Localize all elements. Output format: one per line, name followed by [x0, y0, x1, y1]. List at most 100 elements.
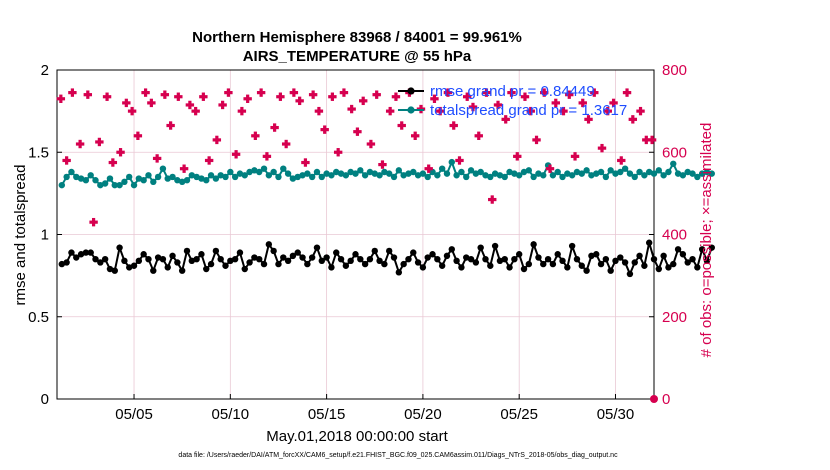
obs-assimilated-point	[127, 106, 137, 116]
rmse-point	[511, 255, 518, 263]
totalspread-point	[424, 173, 431, 181]
rmse-point	[227, 257, 234, 265]
rmse-point	[578, 262, 585, 269]
totalspread-point	[77, 175, 85, 182]
x-tick-label: 05/15	[308, 406, 346, 423]
totalspread-point	[140, 177, 147, 184]
totalspread-point	[597, 168, 605, 176]
rmse-point	[323, 254, 330, 261]
rmse-point	[203, 265, 210, 273]
rmse-point	[126, 264, 133, 271]
obs-assimilated-point	[224, 88, 233, 97]
totalspread-point	[496, 172, 504, 179]
right-axis-end-marker	[650, 395, 658, 403]
totalspread-point	[376, 172, 383, 179]
rmse-point	[472, 259, 480, 266]
x-axis-ticks: 05/05 05/10 05/15 05/20 05/25 05/30	[115, 394, 634, 423]
totalspread-point	[612, 170, 619, 177]
totalspread-point	[540, 172, 547, 179]
obs-assimilated-point	[603, 106, 612, 116]
rmse-point	[588, 252, 595, 260]
obs-assimilated-point	[622, 88, 632, 97]
obs-assimilated-point	[385, 106, 395, 116]
rmse-point	[381, 260, 388, 268]
obs-assimilated-point	[102, 92, 112, 101]
rmse-point	[689, 255, 696, 263]
totalspread-point	[593, 170, 600, 177]
totalspread-point	[289, 175, 297, 182]
obs-assimilated-point	[565, 90, 574, 99]
obs-assimilated-point	[152, 154, 162, 163]
rmse-point	[313, 244, 321, 251]
y-right-tick-label: 400	[662, 227, 687, 244]
obs-assimilated-point	[262, 152, 272, 161]
legend: rmse grand pr = 0.84449 totalspread grand…	[398, 83, 627, 119]
rmse-point	[593, 251, 600, 258]
y-right-tick-label: 800	[662, 62, 687, 79]
obs-assimilated-point	[609, 98, 618, 108]
totalspread-point	[684, 168, 691, 176]
obs-assimilated-point	[590, 88, 599, 97]
obs-assimilated-point	[308, 90, 318, 99]
obs-assimilated-point	[526, 106, 535, 116]
obs-assimilated-point	[540, 88, 549, 97]
rmse-point	[366, 255, 374, 263]
obs-assimilated-point	[204, 156, 214, 165]
y-right-tick-label: 600	[662, 144, 687, 161]
totalspread-point	[578, 170, 585, 177]
series-layer	[56, 88, 715, 278]
rmse-point	[178, 267, 186, 274]
obs-assimilated-point	[237, 106, 247, 116]
obs-assimilated-point	[391, 92, 401, 101]
totalspread-point	[482, 172, 489, 179]
x-tick-label: 05/10	[212, 406, 250, 423]
obs-assimilated-point	[642, 135, 651, 145]
rmse-point	[183, 247, 191, 255]
rmse-point	[429, 251, 436, 258]
totalspread-point	[708, 170, 715, 177]
obs-assimilated-point	[320, 125, 329, 134]
rmse-point	[241, 265, 248, 273]
rmse-point	[174, 259, 181, 266]
rmse-point	[568, 242, 576, 250]
y-right-tick-label: 0	[662, 391, 670, 408]
totalspread-point	[347, 168, 354, 176]
obs-assimilated-point	[141, 88, 150, 97]
obs-assimilated-point	[443, 88, 453, 97]
rmse-point	[198, 251, 205, 258]
y-right-axis-label: # of obs: o=possible; ×=assimilated	[698, 123, 715, 358]
obs-assimilated-point	[289, 88, 299, 97]
x-tick-label: 05/25	[500, 406, 538, 423]
rmse-point	[337, 255, 345, 263]
totalspread-point	[655, 167, 663, 174]
totalspread-point	[438, 165, 446, 172]
rmse-point	[371, 247, 378, 255]
obs-assimilated-point	[578, 98, 587, 108]
rmse-point	[424, 254, 431, 261]
obs-assimilated-point	[231, 150, 241, 159]
rmse-point	[270, 247, 277, 255]
totalspread-point	[111, 181, 118, 189]
totalspread-point	[63, 173, 70, 181]
obs-assimilated-point	[532, 135, 541, 145]
obs-assimilated-point	[191, 106, 200, 116]
totalspread-point	[275, 173, 282, 181]
totalspread-point	[246, 168, 253, 176]
totalspread-point	[386, 170, 393, 177]
obs-assimilated-point	[628, 115, 638, 124]
obs-assimilated-point	[411, 131, 420, 140]
obs-assimilated-point	[353, 127, 362, 136]
totalspread-point	[602, 173, 610, 181]
totalspread-point	[631, 173, 638, 181]
y-tick-label: 1.5	[28, 144, 49, 161]
totalspread-point	[703, 168, 711, 176]
totalspread-point	[284, 170, 292, 177]
totalspread-point	[92, 177, 99, 184]
rmse-point	[193, 255, 200, 263]
obs-assimilated-point	[474, 131, 483, 140]
rmse-point	[106, 265, 114, 273]
rmse-point	[602, 255, 610, 263]
totalspread-point	[626, 170, 634, 177]
rmse-point	[487, 262, 494, 269]
obs-assimilated-point	[160, 90, 170, 99]
